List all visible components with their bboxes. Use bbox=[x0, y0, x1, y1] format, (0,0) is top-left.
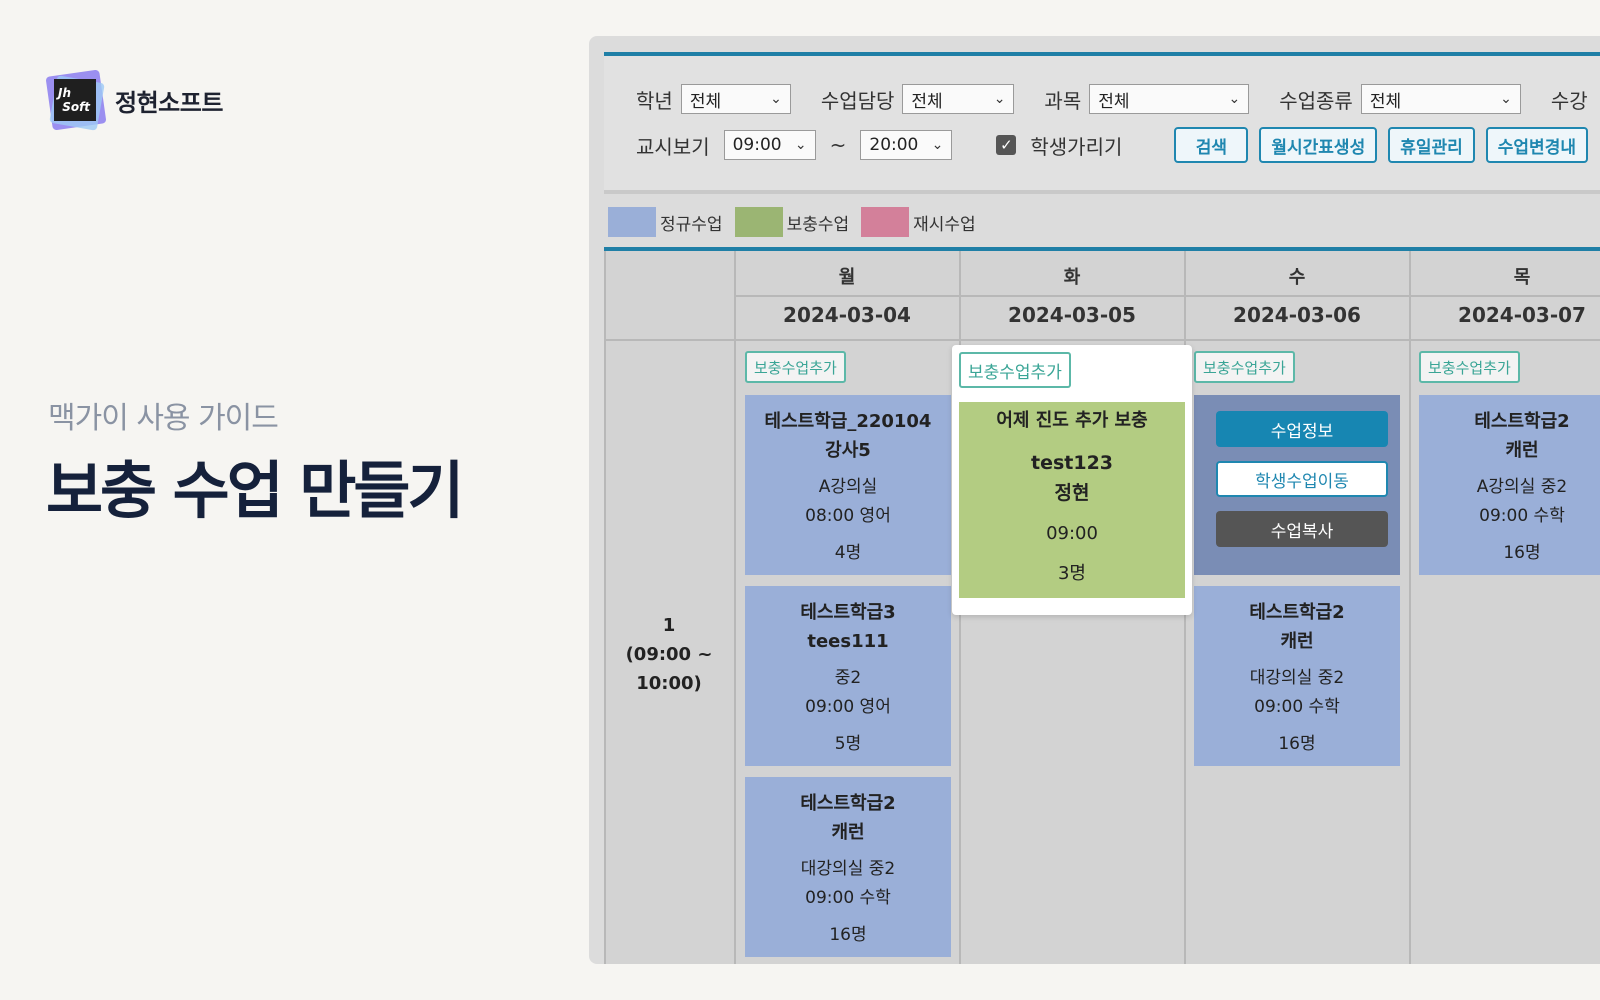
overflow-label: 수강 bbox=[1550, 88, 1588, 113]
class-card[interactable]: 테스트학급2 캐런 대강의실 중2 09:00 수학 16명 bbox=[745, 777, 951, 957]
period-view-label: 교시보기 bbox=[636, 134, 710, 159]
brand: Jh Soft 정현소프트 bbox=[45, 69, 223, 131]
end-time-select[interactable]: 20:00 ⌄ bbox=[860, 130, 953, 160]
move-student-menu-item[interactable]: 학생수업이동 bbox=[1216, 461, 1388, 497]
day-name-mon: 월 bbox=[838, 267, 856, 288]
highlighted-supplement-class: 보충수업추가 어제 진도 추가 보충 test123 정현 09:00 3명 bbox=[952, 345, 1192, 615]
chevron-down-icon: ⌄ bbox=[794, 137, 807, 153]
class-info-menu-item[interactable]: 수업정보 bbox=[1216, 411, 1388, 447]
subject-label: 과목 bbox=[1044, 88, 1082, 113]
brand-name: 정현소프트 bbox=[115, 88, 223, 117]
filter-panel: 학년 전체 ⌄ 수업담당 전체 ⌄ 과목 전체 ⌄ 수업종류 전체 ⌄ 수강 교시보기 … bbox=[604, 56, 1600, 194]
day-date-thu: 2024-03-07 bbox=[1458, 303, 1586, 327]
legend: 정규수업 보충수업 재시수업 bbox=[604, 198, 1600, 246]
day-name-tue: 화 bbox=[1063, 267, 1081, 288]
day-name-thu: 목 bbox=[1513, 267, 1531, 288]
legend-label-regular: 정규수업 bbox=[660, 214, 723, 235]
day-date-wed: 2024-03-06 bbox=[1233, 303, 1361, 327]
legend-label-supplement: 보충수업 bbox=[786, 214, 850, 235]
hide-students-checkbox[interactable]: ✓ bbox=[996, 135, 1017, 155]
teacher-select[interactable]: 전체 ⌄ bbox=[902, 84, 1015, 114]
class-type-select[interactable]: 전체 ⌄ bbox=[1360, 84, 1521, 114]
day-date-mon: 2024-03-04 bbox=[783, 303, 911, 327]
class-card[interactable]: 테스트학급2 캐런 A강의실 중2 09:00 수학 16명 bbox=[1419, 395, 1600, 575]
start-time-select[interactable]: 09:00 ⌄ bbox=[723, 130, 816, 160]
chevron-down-icon: ⌄ bbox=[770, 91, 782, 107]
legend-swatch-supplement bbox=[734, 207, 783, 237]
class-card[interactable]: 테스트학급_220104 강사5 A강의실 08:00 영어 4명 bbox=[745, 395, 951, 575]
day-date-tue: 2024-03-05 bbox=[1008, 303, 1136, 327]
class-card[interactable]: 테스트학급2 캐런 대강의실 중2 09:00 수학 16명 bbox=[1194, 586, 1400, 766]
copy-class-menu-item[interactable]: 수업복사 bbox=[1216, 511, 1388, 547]
tilde: ~ bbox=[829, 133, 847, 157]
class-change-button[interactable]: 수업변경내 bbox=[1485, 127, 1588, 163]
guide-subtitle: 맥가이 사용 가이드 bbox=[48, 401, 279, 436]
grade-select[interactable]: 전체 ⌄ bbox=[680, 84, 791, 114]
legend-swatch-regular bbox=[608, 207, 656, 237]
chevron-down-icon: ⌄ bbox=[1228, 91, 1241, 107]
chevron-down-icon: ⌄ bbox=[1500, 91, 1512, 107]
add-supplement-button-mon[interactable]: 보충수업추가 bbox=[745, 351, 846, 383]
guide-title: 보충 수업 만들기 bbox=[46, 454, 464, 527]
legend-swatch-retest bbox=[861, 207, 910, 237]
add-supplement-button-wed[interactable]: 보충수업추가 bbox=[1194, 351, 1295, 383]
monthly-schedule-button[interactable]: 월시간표생성 bbox=[1259, 127, 1378, 163]
search-button[interactable]: 검색 bbox=[1174, 127, 1249, 163]
app-screenshot: 학년 전체 ⌄ 수업담당 전체 ⌄ 과목 전체 ⌄ 수업종류 전체 ⌄ 수강 교시보기 … bbox=[589, 36, 1600, 964]
jhsoft-logo-icon: Jh Soft bbox=[45, 69, 107, 131]
class-type-label: 수업종류 bbox=[1279, 88, 1353, 113]
chevron-down-icon: ⌄ bbox=[931, 137, 944, 153]
mid-accent-line bbox=[604, 247, 1600, 251]
grade-label: 학년 bbox=[636, 88, 673, 113]
add-supplement-button-thu[interactable]: 보충수업추가 bbox=[1419, 351, 1520, 383]
class-card[interactable]: 테스트학급3 tees111 중2 09:00 영어 5명 bbox=[745, 586, 951, 766]
teacher-label: 수업담당 bbox=[820, 88, 895, 113]
add-supplement-button-tue[interactable]: 보충수업추가 bbox=[959, 352, 1071, 388]
holiday-manage-button[interactable]: 휴일관리 bbox=[1388, 127, 1475, 163]
day-name-wed: 수 bbox=[1288, 267, 1306, 288]
legend-label-retest: 재시수업 bbox=[913, 214, 976, 235]
top-accent-line bbox=[604, 52, 1600, 56]
chevron-down-icon: ⌄ bbox=[993, 91, 1006, 107]
supplement-class-card[interactable]: 어제 진도 추가 보충 test123 정현 09:00 3명 bbox=[959, 402, 1185, 598]
subject-select[interactable]: 전체 ⌄ bbox=[1089, 84, 1250, 114]
period-label: 1 (09:00 ~ 10:00) bbox=[625, 615, 713, 694]
hide-students-label: 학생가리기 bbox=[1030, 134, 1123, 159]
